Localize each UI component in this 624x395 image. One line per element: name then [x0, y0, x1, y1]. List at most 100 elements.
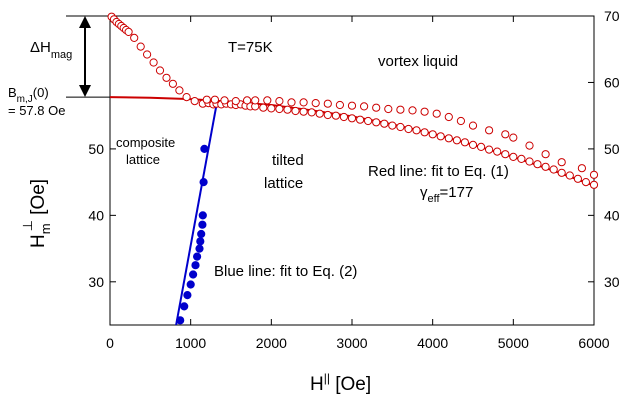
data-point-open	[412, 126, 421, 135]
data-point-open	[335, 100, 344, 110]
gamma-label: γeff=177	[420, 184, 473, 205]
data-point-open	[124, 27, 133, 36]
data-point-open	[485, 145, 494, 154]
data-point-open	[565, 171, 574, 180]
y-tick-label-right: 50	[604, 141, 620, 157]
data-point-filled	[197, 229, 206, 239]
data-point-open	[149, 58, 158, 67]
data-point-open	[452, 136, 461, 145]
data-point-open	[347, 114, 357, 123]
data-point-open	[509, 152, 518, 161]
data-point-filled	[198, 220, 207, 229]
data-point-open	[299, 107, 308, 116]
data-point-open	[589, 170, 599, 179]
x-axis-label: H|| [Oe]	[310, 371, 371, 395]
data-point-open	[408, 106, 417, 115]
data-point-open	[323, 110, 332, 120]
bmj-label: Bm,J(0)	[8, 85, 49, 105]
x-tick-label: 5000	[498, 335, 529, 351]
data-point-open	[541, 150, 550, 159]
data-point-open	[259, 103, 268, 112]
data-point-open	[501, 150, 510, 159]
data-point-open	[436, 132, 445, 141]
data-point-open	[444, 112, 453, 122]
delta-h-label: ΔHmag	[30, 39, 72, 61]
data-point-open	[557, 158, 566, 167]
x-tick-label: 2000	[256, 335, 287, 351]
delta-h-arrow	[79, 16, 91, 97]
data-point-open	[468, 121, 478, 130]
data-point-open	[485, 126, 494, 135]
data-point-open	[168, 79, 177, 88]
bmj-value: = 57.8 Oe	[8, 103, 65, 118]
data-point-filled	[186, 280, 195, 289]
data-point-open	[525, 141, 534, 150]
data-point-filled	[189, 270, 198, 279]
data-point-open	[231, 97, 240, 106]
data-point-open	[517, 154, 526, 163]
y-tick-label-left: 30	[88, 274, 104, 290]
data-point-open	[396, 105, 405, 114]
data-point-open	[493, 147, 502, 156]
data-point-open	[182, 93, 191, 102]
x-tick-label: 4000	[417, 335, 448, 351]
data-point-open	[267, 104, 276, 113]
data-point-open	[372, 103, 381, 112]
data-point-open	[339, 112, 348, 122]
data-point-open	[287, 98, 296, 107]
x-tick-label: 3000	[336, 335, 367, 351]
data-point-open	[396, 122, 405, 132]
data-points	[107, 12, 599, 325]
data-point-open	[384, 104, 393, 114]
y-tick-label-right: 40	[604, 207, 620, 223]
x-tick-label: 1000	[175, 335, 206, 351]
red-line-label: Red line: fit to Eq. (1)	[368, 163, 509, 180]
data-point-filled	[183, 291, 192, 300]
data-point-filled	[180, 302, 189, 311]
data-point-open	[356, 115, 365, 124]
data-point-open	[525, 157, 534, 166]
y-tick-label-right: 30	[604, 274, 620, 290]
y-tick-label-right: 70	[604, 8, 620, 24]
blue-line-label: Blue line: fit to Eq. (2)	[214, 263, 357, 280]
data-point-open	[577, 164, 587, 173]
data-point-open	[307, 108, 316, 117]
data-point-open	[477, 142, 486, 151]
y-tick-label-left: 40	[88, 207, 104, 223]
data-point-open	[573, 174, 583, 183]
y-tick-label-right: 60	[604, 74, 620, 90]
data-point-open	[291, 106, 300, 116]
data-point-filled	[176, 316, 185, 325]
data-point-open	[420, 128, 429, 137]
data-point-open	[190, 97, 199, 106]
data-point-open	[432, 109, 441, 118]
data-point-open	[581, 178, 591, 187]
data-point-open	[263, 96, 272, 105]
y-axis-label: Hm⊥ [Oe]	[20, 179, 53, 248]
data-point-open	[331, 111, 340, 120]
data-point-filled	[193, 252, 202, 261]
data-point-open	[155, 66, 165, 75]
data-point-open	[444, 134, 453, 143]
data-point-open	[275, 97, 284, 106]
data-point-open	[275, 104, 284, 114]
data-point-open	[372, 118, 381, 127]
data-point-open	[388, 121, 397, 130]
data-point-filled	[195, 244, 204, 253]
data-point-open	[220, 96, 229, 105]
data-point-open	[210, 95, 219, 104]
data-point-filled	[196, 237, 205, 246]
composite-label-line2: lattice	[126, 152, 160, 167]
data-point-filled	[200, 144, 209, 153]
tilted-label-line2: lattice	[264, 175, 303, 192]
data-point-open	[136, 42, 145, 51]
data-point-open	[468, 140, 478, 149]
data-point-open	[283, 105, 292, 114]
reference-lines	[66, 15, 110, 98]
data-point-open	[460, 138, 469, 147]
data-point-open	[380, 119, 389, 128]
data-point-open	[420, 107, 429, 116]
fit-line	[175, 100, 219, 325]
x-tick-label: 0	[106, 335, 114, 351]
x-tick-label: 6000	[578, 335, 609, 351]
